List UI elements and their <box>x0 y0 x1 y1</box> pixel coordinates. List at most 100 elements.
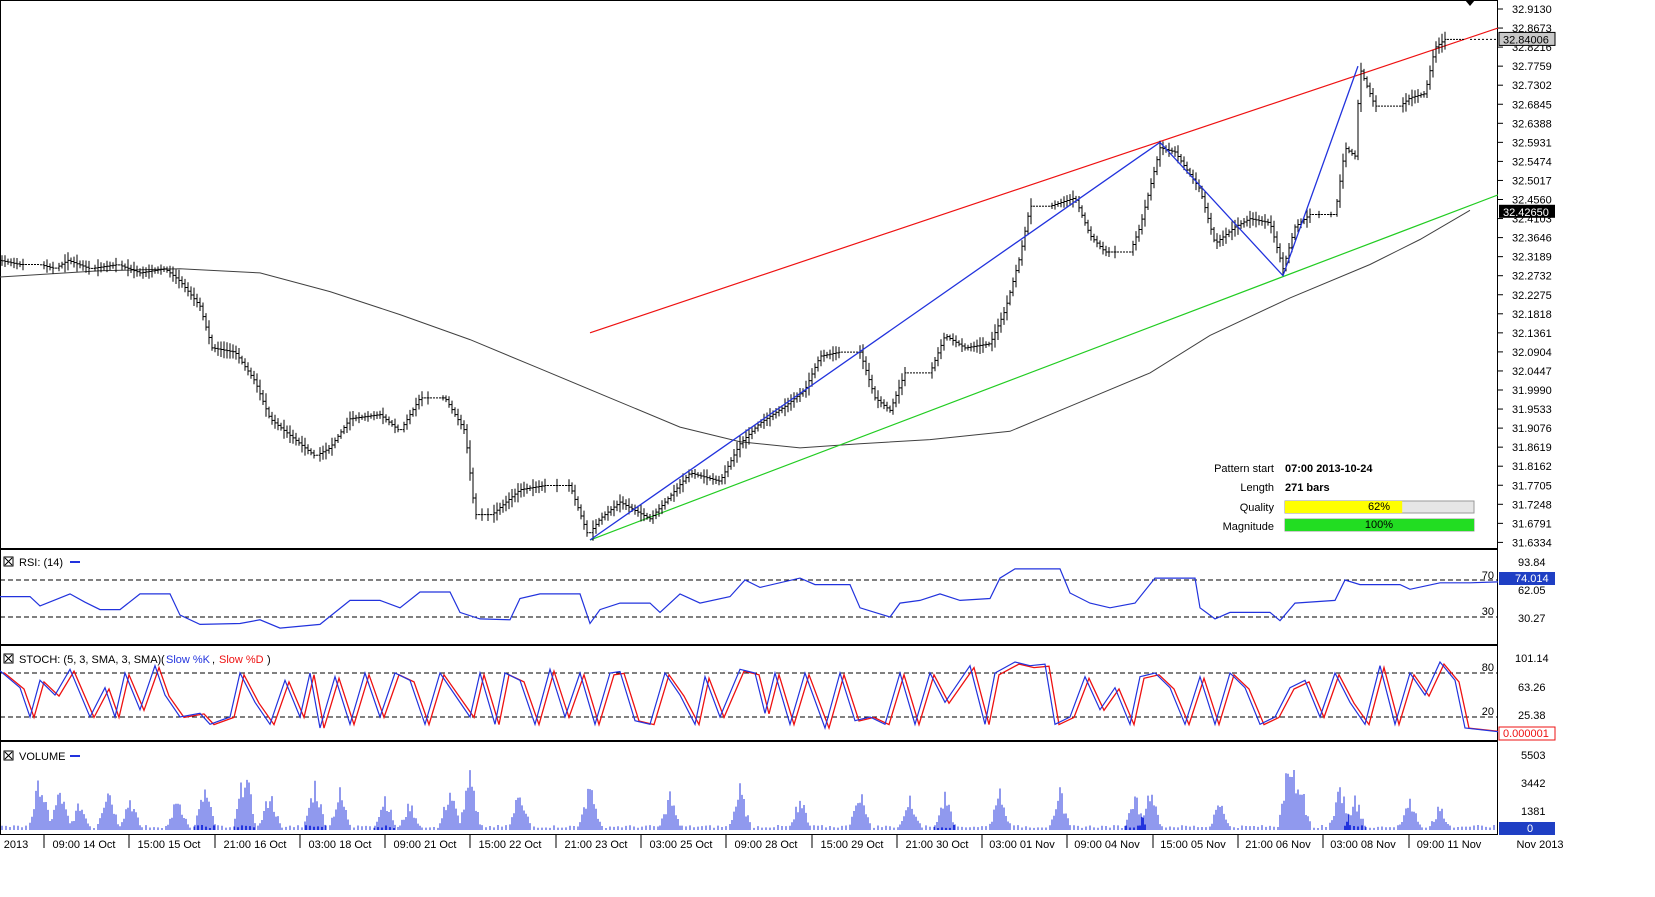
price-bar <box>1350 148 1354 156</box>
stoch-tick-bottom: 25.38 <box>1518 710 1546 722</box>
price-bar <box>282 419 286 439</box>
price-bar <box>984 341 988 348</box>
price-bar <box>366 411 370 422</box>
price-bar <box>159 264 163 275</box>
price-tick-label: 31.8162 <box>1512 461 1552 473</box>
price-bar <box>1104 245 1108 257</box>
price-bar <box>6 258 10 265</box>
stoch-k-line <box>0 660 1498 733</box>
date-tick-label: 03:00 18 Oct <box>309 839 372 851</box>
price-bar <box>204 313 208 331</box>
price-bar <box>951 333 955 346</box>
price-bar <box>288 425 292 443</box>
price-bar <box>651 510 655 524</box>
price-bar <box>933 357 937 372</box>
date-tick-label: 09:00 14 Oct <box>53 839 116 851</box>
price-bar <box>708 475 712 481</box>
price-bar <box>639 504 643 522</box>
price-bar <box>420 391 424 407</box>
price-bar <box>579 504 583 520</box>
price-bar <box>180 276 184 288</box>
price-bar <box>135 265 139 277</box>
rsi-close-icon[interactable] <box>3 556 14 567</box>
price-bar <box>69 257 73 265</box>
volume-close-icon[interactable] <box>3 750 14 761</box>
price-bar <box>300 435 304 453</box>
price-bar <box>111 262 115 269</box>
price-bar <box>717 475 721 486</box>
rsi-title: RSI: (14) <box>19 557 63 569</box>
price-bar <box>528 485 532 491</box>
price-bar <box>63 254 67 273</box>
price-bar <box>84 260 88 273</box>
volume-panel-frame <box>0 741 1498 835</box>
stoch-close-icon[interactable] <box>3 653 14 664</box>
rsi-panel-frame <box>0 549 1498 645</box>
price-bar <box>1005 295 1009 321</box>
rsi-current-label: 74.014 <box>1515 573 1549 585</box>
date-tick-label: 09:00 21 Oct <box>394 839 457 851</box>
price-tick-label: 31.8619 <box>1512 442 1552 454</box>
price-bar <box>666 496 670 505</box>
price-bar <box>1143 199 1147 227</box>
quality-bar-fill <box>1285 501 1403 513</box>
pattern-start-label: Pattern start <box>1214 463 1274 475</box>
price-bar <box>222 341 226 359</box>
price-bar <box>1239 220 1243 229</box>
main-panel <box>0 27 1498 541</box>
price-bar <box>186 282 190 297</box>
price-bar <box>1146 192 1150 210</box>
price-bar <box>174 269 178 284</box>
price-bar <box>459 414 463 430</box>
price-bar <box>480 508 484 521</box>
price-tick-label: 32.9130 <box>1512 4 1552 16</box>
price-bar <box>1026 212 1030 236</box>
price-bar <box>876 390 880 409</box>
price-bar <box>747 427 751 445</box>
price-bar <box>585 520 589 537</box>
price-bar <box>273 414 277 429</box>
price-bar <box>114 257 118 273</box>
price-bar <box>297 437 301 446</box>
price-bar <box>402 421 406 433</box>
price-tick-label: 32.7759 <box>1512 61 1552 73</box>
price-bar <box>609 506 613 516</box>
price-bar <box>327 445 331 454</box>
price-bar <box>1341 153 1345 189</box>
date-tick-label: 09:00 11 Nov <box>1417 839 1482 851</box>
price-bar <box>1113 245 1117 259</box>
price-bar <box>1206 202 1210 224</box>
price-tick-label: 32.5931 <box>1512 137 1552 149</box>
price-bar <box>306 444 310 455</box>
price-bar <box>783 398 787 417</box>
price-bar <box>582 510 586 530</box>
price-bar <box>834 346 838 361</box>
price-bar <box>1257 215 1261 226</box>
price-bar <box>345 417 349 433</box>
price-bar <box>942 332 946 351</box>
volume-panel: VOLUME 5503 3442 1381 0 <box>1 750 1555 835</box>
price-bar <box>1086 219 1090 234</box>
price-bar <box>9 258 13 267</box>
price-bar <box>1149 178 1153 201</box>
price-bar <box>171 266 175 282</box>
stoch-current-box <box>1498 726 1556 741</box>
price-bar <box>1071 190 1075 208</box>
price-bar <box>654 508 658 520</box>
price-bar <box>405 414 409 430</box>
main-panel-frame <box>0 0 1498 549</box>
price-bar <box>462 420 466 434</box>
moving-average-line <box>0 209 1471 449</box>
price-bar <box>375 411 379 419</box>
price-bar <box>999 312 1003 333</box>
price-bar <box>675 483 679 497</box>
price-bar <box>510 489 514 508</box>
price-bar <box>93 264 97 272</box>
rsi-tick-bottom: 30.27 <box>1518 613 1546 625</box>
price-bar <box>336 434 340 443</box>
stoch-current-label: 0.000001 <box>1503 728 1549 740</box>
price-bar <box>1422 91 1426 98</box>
price-bar <box>192 287 196 306</box>
price-bar <box>1428 65 1432 90</box>
price-bar <box>1434 41 1438 63</box>
